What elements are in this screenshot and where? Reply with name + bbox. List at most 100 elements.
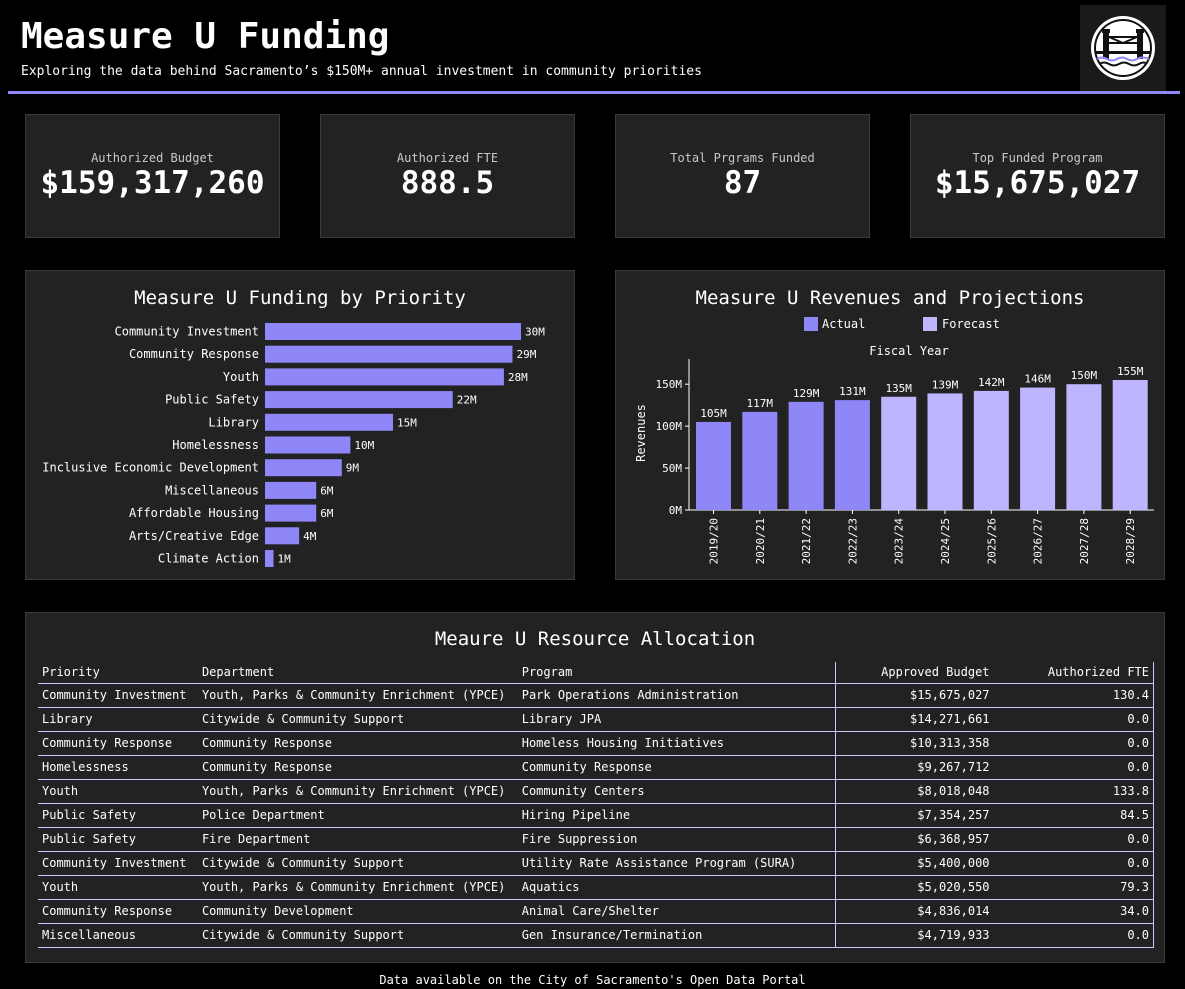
priority-category-label: Community Response: [129, 347, 259, 361]
revenue-bar[interactable]: [834, 400, 870, 510]
column-header-authorized-fte[interactable]: Authorized FTE: [993, 662, 1154, 684]
header-divider: [8, 91, 1180, 94]
table-row[interactable]: Community Response Community Response Home…: [38, 731, 1154, 756]
x-tick-label: 2019/20: [708, 518, 721, 564]
cell-priority: Community Investment: [38, 851, 198, 876]
priority-category-label: Arts/Creative Edge: [129, 529, 259, 543]
cell-approved-budget: $6,368,957: [835, 827, 994, 852]
revenue-value-label: 129M: [793, 387, 820, 400]
cell-authorized-fte: 79.3: [993, 875, 1154, 900]
cell-department: Youth, Parks & Community Enrichment (YPC…: [197, 683, 518, 708]
priority-value-label: 1M: [278, 553, 292, 566]
table-row[interactable]: Public Safety Fire Department Fire Suppres…: [38, 827, 1154, 852]
table-row[interactable]: Public Safety Police Department Hiring Pip…: [38, 803, 1154, 828]
revenue-bar[interactable]: [927, 393, 963, 510]
priority-bar[interactable]: [265, 345, 513, 363]
column-header-priority[interactable]: Priority: [38, 662, 198, 684]
cell-priority: Community Investment: [38, 683, 198, 708]
kpi-label: Total Prgrams Funded: [670, 151, 815, 165]
priority-value-label: 4M: [303, 530, 317, 543]
revenue-bar[interactable]: [973, 390, 1009, 510]
cell-department: Community Response: [197, 755, 518, 780]
priority-bar[interactable]: [265, 481, 317, 499]
x-tick-label: 2024/25: [939, 518, 952, 564]
cell-approved-budget: $10,313,358: [835, 731, 994, 756]
resource-table-wrap: Priority Department Program Approved Bud…: [38, 662, 1154, 948]
cell-authorized-fte: 0.0: [993, 755, 1154, 780]
cell-program: Fire Suppression: [517, 827, 837, 852]
cell-priority: Community Response: [38, 899, 198, 924]
column-header-department[interactable]: Department: [197, 662, 518, 684]
cell-program: Gen Insurance/Termination: [517, 923, 837, 948]
revenue-value-label: 105M: [700, 407, 727, 420]
priority-value-label: 30M: [525, 326, 545, 339]
cell-approved-budget: $5,020,550: [835, 875, 994, 900]
x-tick-label: 2028/29: [1124, 518, 1137, 564]
revenue-bar[interactable]: [1112, 380, 1148, 510]
priority-bar[interactable]: [265, 413, 393, 431]
priority-bar[interactable]: [265, 550, 274, 567]
revenue-bar[interactable]: [1020, 387, 1056, 510]
revenue-bar[interactable]: [788, 401, 824, 510]
table-row[interactable]: Homelessness Community Response Community …: [38, 755, 1154, 780]
kpi-label: Top Funded Program: [972, 151, 1103, 165]
cell-approved-budget: $9,267,712: [835, 755, 994, 780]
table-row[interactable]: Miscellaneous Citywide & Community Suppor…: [38, 923, 1154, 948]
kpi-label: Authorized FTE: [396, 151, 499, 165]
x-tick-label: 2025/26: [985, 518, 998, 564]
legend-swatch-actual: [804, 317, 818, 331]
table-row[interactable]: Youth Youth, Parks & Community Enrichment…: [38, 875, 1154, 900]
column-header-program[interactable]: Program: [517, 662, 837, 684]
revenue-value-label: 146M: [1024, 373, 1051, 386]
table-row[interactable]: Youth Youth, Parks & Community Enrichment…: [38, 779, 1154, 804]
revenue-value-label: 139M: [932, 378, 959, 391]
priority-bar[interactable]: [265, 391, 453, 409]
priority-bar[interactable]: [265, 323, 521, 340]
priority-bar[interactable]: [265, 459, 342, 477]
y-tick-label: 100M: [656, 420, 683, 433]
y-tick-label: 50M: [662, 462, 682, 475]
y-axis-title: Revenues: [634, 404, 648, 462]
cell-priority: Library: [38, 707, 198, 732]
cell-approved-budget: $4,836,014: [835, 899, 994, 924]
cell-authorized-fte: 0.0: [993, 851, 1154, 876]
priority-category-label: Homelessness: [172, 438, 259, 452]
x-tick-label: 2022/23: [846, 518, 859, 564]
legend-label-forecast: Forecast: [942, 317, 1000, 331]
table-row[interactable]: Community Response Community Development A…: [38, 899, 1154, 924]
revenue-bar[interactable]: [881, 396, 917, 510]
column-header-approved-budget[interactable]: Approved Budget: [835, 662, 994, 684]
priority-bar[interactable]: [265, 436, 351, 454]
revenue-bar[interactable]: [696, 421, 731, 510]
cell-authorized-fte: 0.0: [993, 923, 1154, 948]
priority-bar[interactable]: [265, 504, 317, 522]
cell-program: Library JPA: [517, 707, 837, 732]
priority-bar[interactable]: [265, 368, 504, 386]
cell-authorized-fte: 84.5: [993, 803, 1154, 828]
table-header-row: Priority Department Program Approved Bud…: [38, 662, 1154, 684]
kpi-value: $15,675,027: [934, 165, 1141, 201]
priority-value-label: 6M: [320, 484, 334, 497]
cell-priority: Youth: [38, 779, 198, 804]
priority-bar[interactable]: [265, 527, 300, 545]
x-tick-label: 2026/27: [1032, 518, 1045, 564]
page-header: Measure U Funding Exploring the data beh…: [0, 0, 1185, 96]
table-row[interactable]: Community Investment Youth, Parks & Commu…: [38, 683, 1154, 708]
cell-authorized-fte: 130.4: [993, 683, 1154, 708]
kpi-value: $159,317,260: [40, 165, 265, 201]
table-row[interactable]: Library Citywide & Community Support Libra…: [38, 707, 1154, 732]
revenue-bar[interactable]: [742, 411, 778, 510]
table-row[interactable]: Community Investment Citywide & Community…: [38, 851, 1154, 876]
cell-priority: Public Safety: [38, 803, 198, 828]
y-tick-label: 150M: [656, 378, 683, 391]
revenue-value-label: 150M: [1071, 369, 1098, 382]
kpi-authorized-fte: Authorized FTE 888.5: [320, 114, 575, 238]
cell-department: Citywide & Community Support: [197, 923, 518, 948]
priority-chart-panel: Measure U Funding by Priority Community …: [25, 270, 575, 580]
cell-approved-budget: $7,354,257: [835, 803, 994, 828]
tower-bridge-icon: [1091, 16, 1155, 80]
revenue-bar[interactable]: [1066, 384, 1102, 510]
cell-program: Community Centers: [517, 779, 837, 804]
priority-value-label: 29M: [516, 348, 536, 361]
cell-program: Aquatics: [517, 875, 837, 900]
